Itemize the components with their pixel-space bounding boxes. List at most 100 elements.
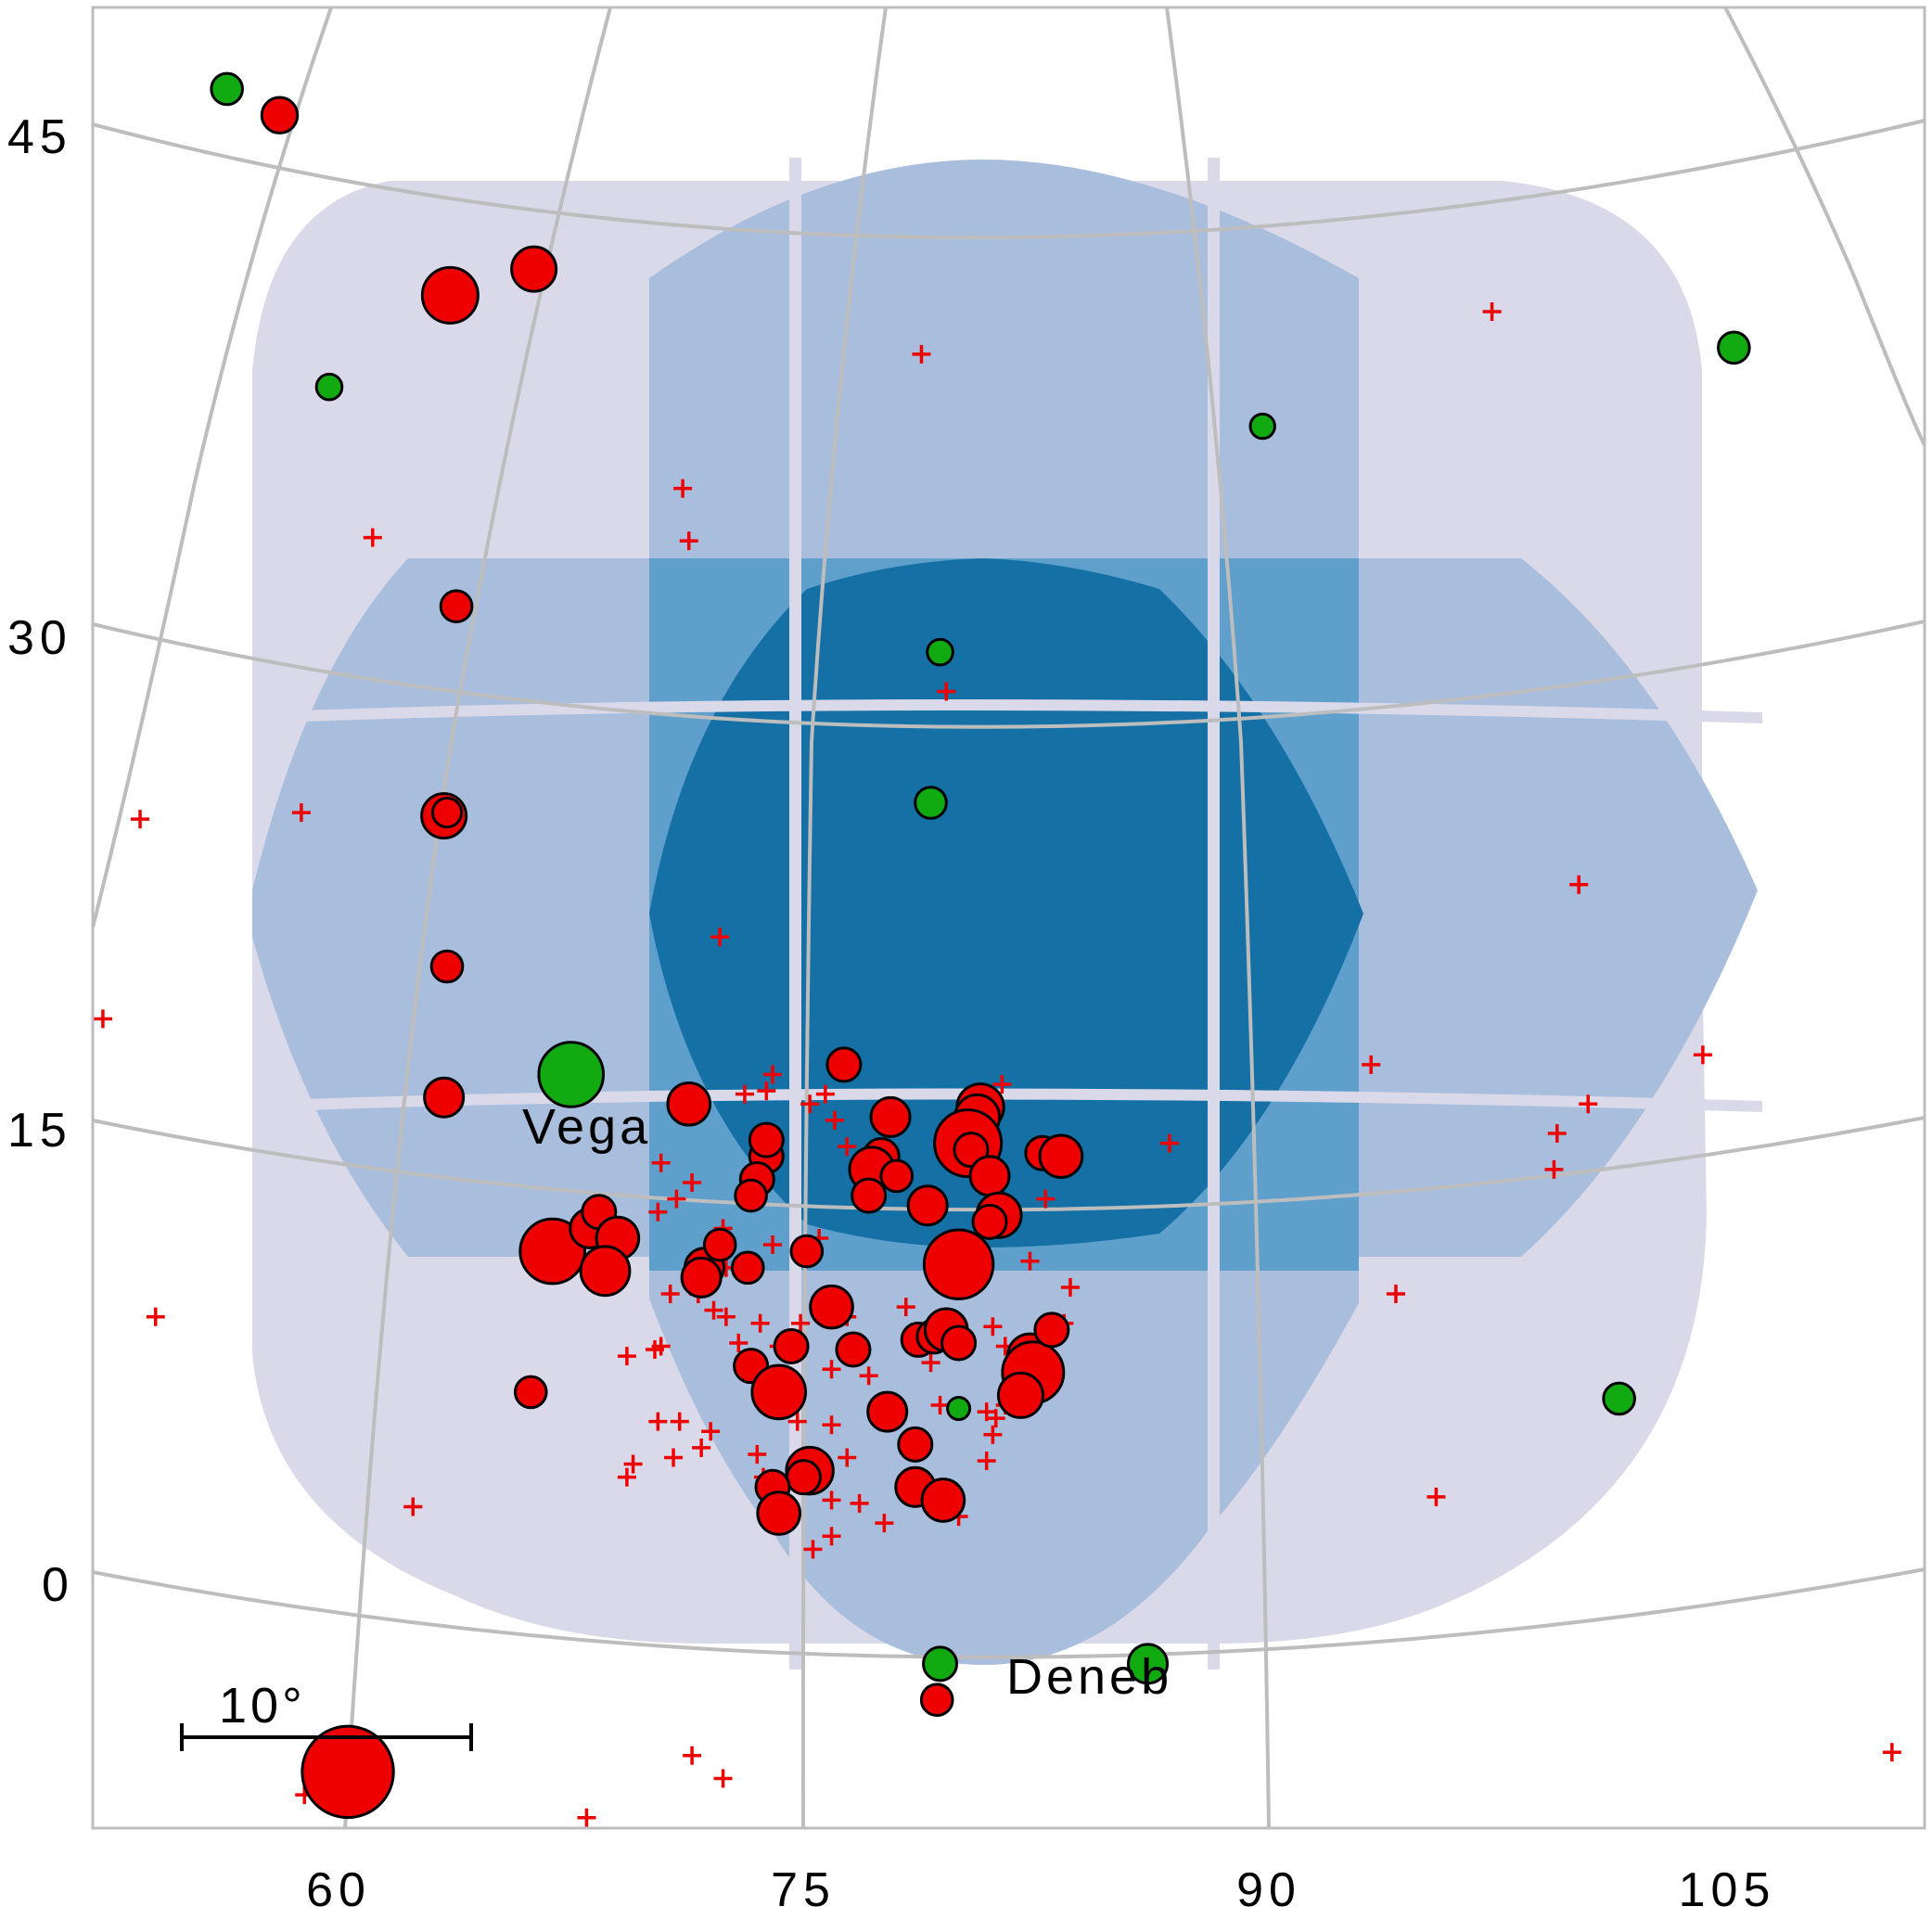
plus-marker <box>822 1360 841 1379</box>
red-circle-marker <box>420 265 480 325</box>
gridline-ra-90 <box>1165 7 1271 1828</box>
red-circle-marker <box>851 1177 888 1214</box>
gridline-ra-60 <box>93 7 333 928</box>
red-circle-marker <box>513 1375 548 1410</box>
plus-marker <box>1036 1189 1056 1209</box>
plus-marker <box>1547 1124 1567 1144</box>
plus-marker <box>757 1081 776 1101</box>
plus-marker <box>992 1075 1012 1094</box>
x-tick-label: 75 <box>771 1863 836 1917</box>
plus-marker <box>1882 1743 1901 1762</box>
coverage-footprint <box>252 158 1762 1670</box>
red-circle-marker <box>510 245 558 293</box>
red-circle-marker <box>260 96 300 134</box>
plus-marker <box>701 1422 721 1441</box>
green-circle-marker <box>1127 1643 1170 1685</box>
plus-marker <box>763 1065 783 1084</box>
green-circle-marker <box>922 1645 959 1683</box>
red-circle-marker <box>748 1121 785 1158</box>
plus-marker <box>716 1307 736 1326</box>
red-circle-marker <box>866 1390 909 1433</box>
plus-marker <box>1579 1094 1598 1114</box>
plus-marker <box>822 1527 841 1546</box>
gridline-ra-105 <box>1723 7 1925 446</box>
plus-marker <box>651 1153 671 1172</box>
red-circle-marker <box>789 1234 825 1269</box>
plus-marker <box>983 1425 1003 1444</box>
plus-marker <box>977 1402 996 1422</box>
red-circle-marker <box>922 1228 995 1300</box>
red-circle-marker <box>1033 1311 1070 1349</box>
red-circle-marker <box>430 796 464 829</box>
red-circle-marker <box>835 1331 872 1368</box>
axes: 60 75 90 105 45 30 15 0 <box>7 110 1770 1917</box>
plus-marker <box>803 1540 823 1559</box>
plus-marker <box>983 1317 1003 1337</box>
red-circle-marker <box>879 1158 915 1194</box>
red-circle-marker <box>680 1256 723 1299</box>
green-circle-marker <box>314 372 344 402</box>
plot-frame <box>91 6 1926 1830</box>
gridline-dec-45 <box>93 119 1925 239</box>
plus-marker <box>787 1412 807 1431</box>
plus-marker <box>667 1189 686 1209</box>
scale-bar-label: 10° <box>219 1678 306 1734</box>
plus-marker <box>683 1746 702 1765</box>
plus-marker <box>977 1452 996 1471</box>
red-circle-marker <box>996 1371 1044 1419</box>
red-circle-marker <box>702 1227 737 1262</box>
red-circle-marker <box>666 1081 712 1127</box>
coverage-gap-bottom <box>252 1088 1762 1112</box>
red-circle-marker <box>825 1046 863 1083</box>
plus-marker <box>930 1396 950 1415</box>
plus-marker <box>648 1412 668 1431</box>
plus-marker <box>729 1333 748 1352</box>
green-circle-marker <box>926 637 954 667</box>
plus-marker <box>660 1285 680 1303</box>
red-circle-marker <box>730 1250 765 1286</box>
plus-marker <box>896 1298 915 1317</box>
plus-marker <box>704 1300 723 1320</box>
plus-marker <box>1060 1277 1080 1297</box>
red-circle-marker <box>809 1284 854 1330</box>
plus-marker <box>921 1353 940 1373</box>
plus-marker <box>912 344 931 364</box>
plus-marker <box>1362 1055 1381 1074</box>
red-circle-marker <box>897 1426 934 1463</box>
red-circle-marker <box>1038 1133 1084 1180</box>
plus-marker <box>131 810 150 829</box>
plus-marker <box>838 1137 857 1157</box>
green-circle-marker <box>914 786 948 820</box>
vega-label: Vega <box>522 1099 651 1155</box>
plus-marker <box>664 1448 684 1467</box>
plus-marker <box>838 1448 857 1467</box>
red-circle-marker <box>773 1327 810 1364</box>
plus-marker <box>673 479 693 498</box>
gridline-ra-75 <box>800 7 888 1828</box>
plus-marker <box>735 1084 754 1104</box>
plus-marker <box>146 1307 165 1326</box>
green-circle-marker <box>210 71 244 107</box>
green-circle-marker <box>537 1041 606 1108</box>
y-tick-label: 15 <box>7 1104 72 1158</box>
plus-marker <box>623 1454 643 1474</box>
y-tick-label: 0 <box>42 1558 74 1612</box>
plus-marker <box>1020 1251 1040 1271</box>
x-tick-label: 90 <box>1236 1863 1301 1917</box>
plus-marker <box>815 1084 835 1104</box>
red-circle-marker <box>429 949 465 984</box>
plus-marker <box>93 1009 112 1029</box>
red-circle-marker <box>439 589 474 624</box>
plus-marker <box>875 1514 894 1533</box>
plus-marker <box>683 1172 702 1192</box>
plus-marker <box>1693 1045 1712 1065</box>
annotations: Vega Deneb <box>522 1099 1169 1705</box>
plus-marker <box>800 1094 820 1114</box>
plot-area <box>93 7 1925 1828</box>
plus-marker <box>710 928 730 947</box>
plus-marker <box>577 1808 596 1827</box>
x-tick-label: 60 <box>306 1863 371 1917</box>
red-circle-marker <box>785 1459 822 1496</box>
plus-marker <box>750 1313 770 1333</box>
